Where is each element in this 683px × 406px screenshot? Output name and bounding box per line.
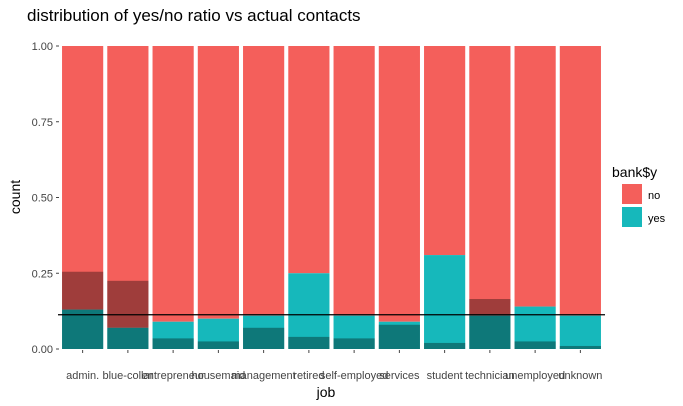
chart-title: distribution of yes/no ratio vs actual c… <box>27 6 361 25</box>
overlay-bar <box>152 338 194 349</box>
bar-no <box>514 46 556 307</box>
overlay-bar <box>197 341 239 349</box>
legend-swatch-yes <box>622 207 642 227</box>
legend-title: bank$y <box>612 164 657 180</box>
y-axis: 0.00 0.25 0.50 0.75 1.00 <box>32 41 59 356</box>
x-tick-label: management <box>232 370 296 382</box>
overlay-bar <box>514 341 556 349</box>
x-tick-label: admin. <box>66 370 99 382</box>
bar-no <box>378 46 420 322</box>
bar-yes <box>469 315 511 349</box>
bar-yes <box>197 318 239 349</box>
x-tick-label: retired <box>293 370 324 382</box>
x-tick-label: technician <box>465 370 515 382</box>
legend-swatch-no <box>622 184 642 204</box>
bar-no <box>243 46 285 316</box>
bar-yes <box>333 315 375 349</box>
bar-no <box>288 46 330 274</box>
bar-yes <box>243 315 285 349</box>
bar-no <box>424 46 466 256</box>
overlay-bar <box>424 342 466 349</box>
y-tick-label: 1.00 <box>32 41 53 53</box>
bar-yes <box>559 315 601 349</box>
bar-yes <box>62 309 104 349</box>
x-tick-label: services <box>379 370 420 382</box>
y-tick-label: 0.50 <box>32 193 53 205</box>
x-tick-label: unknown <box>558 370 602 382</box>
overlay-bar <box>378 324 420 349</box>
legend-label-yes: yes <box>648 213 666 225</box>
y-tick-label: 0.75 <box>32 117 53 129</box>
bars-layer <box>62 46 601 349</box>
bar-no <box>197 46 239 319</box>
legend-label-no: no <box>648 190 660 202</box>
x-axis: admin. blue-collarentrepreneurhousemaidma… <box>66 350 602 382</box>
bar-yes <box>288 273 330 349</box>
x-axis-label: job <box>316 384 336 400</box>
overlay-bar <box>288 336 330 349</box>
x-tick-label: student <box>427 370 463 382</box>
overlay-bar <box>469 299 511 349</box>
y-axis-label: count <box>7 180 23 214</box>
y-tick-label: 0.00 <box>32 344 53 356</box>
bar-yes <box>514 306 556 349</box>
bar-yes <box>424 255 466 349</box>
bar-no <box>62 46 104 310</box>
bar-yes <box>152 321 194 349</box>
bar-no <box>107 46 149 328</box>
overlay-bar <box>62 271 104 349</box>
bar-no <box>469 46 511 316</box>
x-tick-label: entrepreneur <box>142 370 205 382</box>
bar-no <box>333 46 375 316</box>
x-tick-label: self-employed <box>320 370 388 382</box>
legend: bank$y no yes <box>612 164 666 227</box>
x-tick-label: blue-collar <box>103 370 154 382</box>
bar-yes <box>107 327 149 349</box>
overlay-bar <box>559 345 601 349</box>
y-tick-label: 0.25 <box>32 268 53 280</box>
bar-no <box>559 46 601 316</box>
x-tick-label: housemaid <box>191 370 245 382</box>
overlay-bar <box>243 327 285 349</box>
x-tick-label: unemployed <box>505 370 565 382</box>
bar-yes <box>378 321 420 349</box>
overlay-bar <box>333 338 375 349</box>
bar-no <box>152 46 194 322</box>
